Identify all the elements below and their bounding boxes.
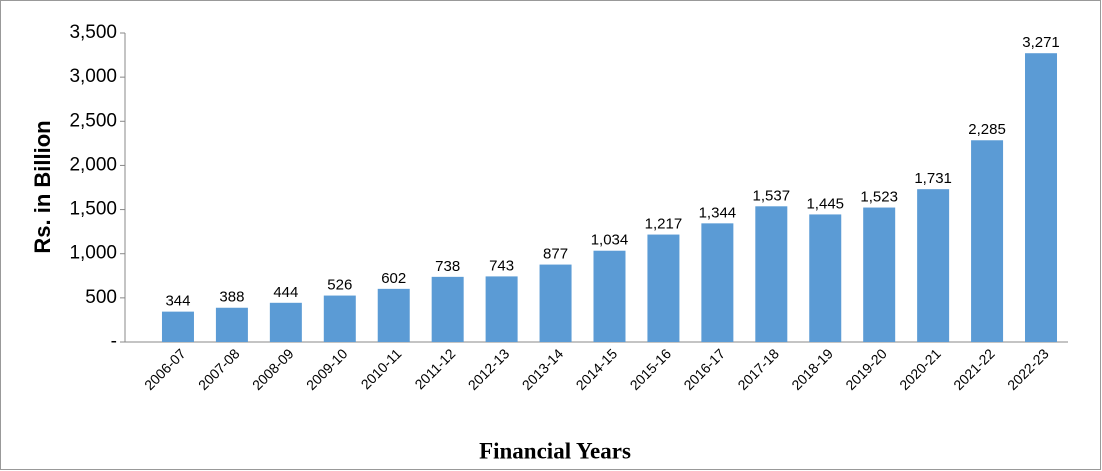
bar xyxy=(539,264,572,342)
y-tick-label: 2,000 xyxy=(69,154,117,175)
bar xyxy=(215,307,248,342)
data-label: 526 xyxy=(327,277,352,294)
y-axis-title: Rs. in Billion xyxy=(30,120,55,253)
bar xyxy=(269,302,302,342)
y-tick-label: 1,500 xyxy=(69,199,117,220)
data-label: 1,537 xyxy=(753,187,791,204)
bar xyxy=(377,288,410,342)
data-label: 1,217 xyxy=(645,216,683,233)
bar xyxy=(1025,53,1058,342)
data-label: 602 xyxy=(381,270,406,287)
bar xyxy=(161,311,194,342)
data-label: 1,344 xyxy=(699,204,737,221)
data-label: 344 xyxy=(165,293,190,310)
y-tick-label: 1,000 xyxy=(69,243,117,264)
data-label: 1,034 xyxy=(591,232,629,249)
data-label: 2,285 xyxy=(968,121,1006,138)
data-label: 3,271 xyxy=(1022,34,1060,51)
y-tick-label: - xyxy=(111,331,117,352)
data-label: 743 xyxy=(489,257,514,274)
bar xyxy=(755,206,788,342)
data-label: 1,445 xyxy=(806,195,844,212)
data-label: 444 xyxy=(273,284,298,301)
bar xyxy=(323,295,356,342)
bar xyxy=(647,234,680,342)
bar xyxy=(701,223,734,342)
bar xyxy=(863,207,896,342)
data-label: 877 xyxy=(543,246,568,263)
data-label: 388 xyxy=(219,289,244,306)
y-tick-label: 3,500 xyxy=(69,22,117,43)
data-label: 1,523 xyxy=(860,189,898,206)
data-label: 1,731 xyxy=(914,170,952,187)
bar xyxy=(917,189,950,342)
bar xyxy=(593,250,626,342)
x-axis-title: Financial Years xyxy=(479,438,631,463)
bar xyxy=(431,276,464,342)
y-tick-label: 500 xyxy=(85,287,117,308)
bar xyxy=(971,140,1004,342)
bar xyxy=(485,276,518,342)
bar xyxy=(809,214,842,342)
data-label: 738 xyxy=(435,258,460,275)
y-tick-label: 2,500 xyxy=(69,110,117,131)
y-tick-label: 3,000 xyxy=(69,66,117,87)
